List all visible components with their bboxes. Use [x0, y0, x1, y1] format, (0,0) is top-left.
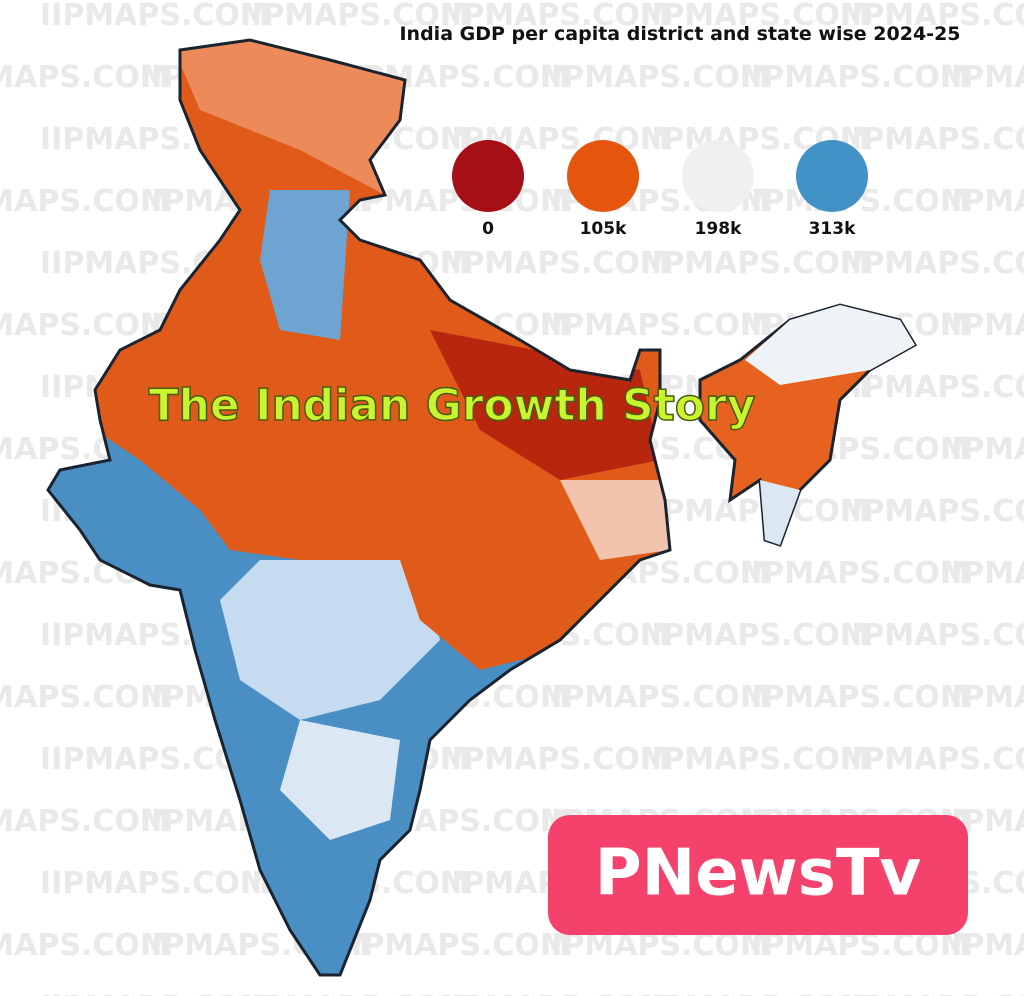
watermark: IIPMAPS.COM: [540, 680, 770, 715]
watermark: IIPMAPS.COM: [540, 308, 770, 343]
watermark: IIPMAPS.COM: [840, 246, 1024, 281]
watermark: IIPMAPS.COM: [740, 680, 970, 715]
watermark: IIPMAPS.COM: [740, 60, 970, 95]
watermark: IIPMAPS.COM: [640, 990, 870, 996]
legend-label: 0: [482, 219, 494, 239]
watermark: IIPMAPS.COM: [0, 60, 170, 95]
legend-label: 198k: [695, 219, 742, 239]
watermark: IIPMAPS.COM: [840, 990, 1024, 996]
kashmir-region: [170, 40, 410, 195]
watermark: IIPMAPS.COM: [40, 0, 270, 33]
legend: 0 105k 198k 313k: [452, 140, 868, 239]
overlay-text: The Indian Growth Story: [149, 380, 756, 431]
watermark: IIPMAPS.COM: [240, 0, 470, 33]
bengal-region: [560, 480, 670, 560]
watermark: IIPMAPS.COM: [640, 618, 870, 653]
arunachal-region: [745, 305, 915, 385]
legend-swatch: [796, 140, 868, 212]
watermark: IIPMAPS.COM: [940, 308, 1024, 343]
watermark: IIPMAPS.COM: [640, 0, 870, 33]
punjab-region: [260, 190, 350, 340]
watermark: IIPMAPS.COM: [440, 742, 670, 777]
watermark: IIPMAPS.COM: [840, 618, 1024, 653]
watermark: IIPMAPS.COM: [940, 680, 1024, 715]
legend-swatch: [452, 140, 524, 212]
watermark: IIPMAPS.COM: [340, 928, 570, 963]
watermark: IIPMAPS.COM: [840, 0, 1024, 33]
watermark: IIPMAPS.COM: [640, 742, 870, 777]
watermark: IIPMAPS.COM: [940, 432, 1024, 467]
watermark: IIPMAPS.COM: [440, 246, 670, 281]
watermark: IIPMAPS.COM: [0, 804, 170, 839]
watermark: IIPMAPS.COM: [840, 742, 1024, 777]
watermark: IIPMAPS.COM: [940, 928, 1024, 963]
watermark: IIPMAPS.COM: [0, 928, 170, 963]
watermark: IIPMAPS.COM: [740, 556, 970, 591]
watermark: IIPMAPS.COM: [0, 308, 170, 343]
karnataka-region: [280, 720, 400, 840]
badge-text: PNewsTv: [595, 837, 921, 911]
deccan-region: [220, 560, 440, 720]
watermark: IIPMAPS.COM: [840, 122, 1024, 157]
legend-label: 313k: [809, 219, 856, 239]
watermark: IIPMAPS.COM: [440, 990, 670, 996]
watermark: IIPMAPS.COM: [640, 494, 870, 529]
watermark: IIPMAPS.COM: [0, 184, 170, 219]
watermark: IIPMAPS.COM: [440, 0, 670, 33]
legend-swatch: [682, 140, 754, 212]
watermark: IIPMAPS.COM: [0, 680, 170, 715]
badge-box: [548, 815, 968, 935]
watermark: IIPMAPS.COM: [940, 184, 1024, 219]
watermark: IIPMAPS.COM: [40, 990, 270, 996]
mainland-border: [46, 38, 672, 977]
watermark: IIPMAPS.COM: [840, 494, 1024, 529]
watermark: IIPMAPS.COM: [540, 60, 770, 95]
legend-label: 105k: [580, 219, 627, 239]
watermark: IIPMAPS.COM: [40, 866, 270, 901]
title: India GDP per capita district and state …: [399, 23, 960, 45]
watermark: IIPMAPS.COM: [640, 246, 870, 281]
watermark: IIPMAPS.COM: [840, 370, 1024, 405]
watermark: IIPMAPS.COM: [240, 990, 470, 996]
mizoram-region: [760, 480, 800, 545]
watermark: IIPMAPS.COM: [940, 60, 1024, 95]
legend-swatch: [567, 140, 639, 212]
watermark: IIPMAPS.COM: [940, 556, 1024, 591]
